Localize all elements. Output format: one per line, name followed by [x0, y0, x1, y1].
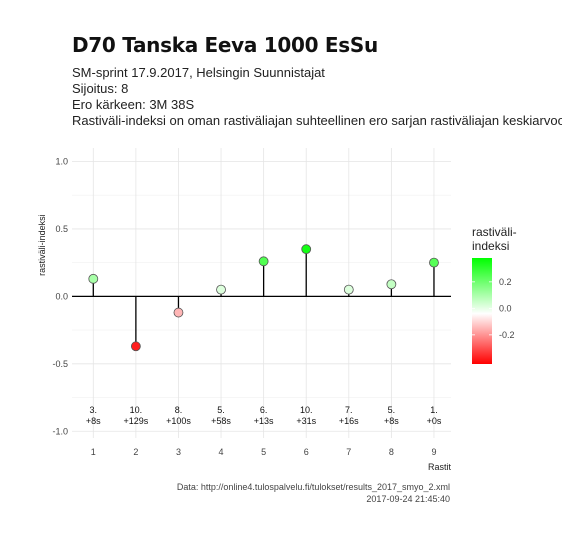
x-tick-label: 1	[91, 447, 96, 457]
data-point-8	[386, 279, 397, 290]
data-point-2	[130, 341, 141, 352]
data-point-6	[301, 244, 312, 255]
legend-title: rastiväli-	[472, 225, 517, 239]
point-label-rank-5: 6.	[260, 405, 268, 415]
point-label-time-2: +129s	[123, 416, 148, 426]
point-label-time-4: +58s	[211, 416, 231, 426]
y-tick-label: 0.5	[55, 224, 68, 234]
data-point-7	[343, 284, 354, 295]
point-label-time-3: +100s	[166, 416, 191, 426]
point-label-time-6: +31s	[296, 416, 316, 426]
subtitle-line-gap: Ero kärkeen: 3M 38S	[72, 97, 195, 112]
subtitle-line-description: Rastiväli-indeksi on oman rastiväliajan …	[72, 113, 562, 128]
y-tick-label: -0.5	[52, 359, 68, 369]
caption-source: Data: http://online4.tulospalvelu.fi/tul…	[176, 482, 450, 492]
x-tick-label: 5	[261, 447, 266, 457]
points	[88, 244, 439, 352]
point-label-time-5: +13s	[254, 416, 274, 426]
legend-tick-label: -0.2	[499, 330, 515, 340]
legend-title: indeksi	[472, 239, 509, 253]
x-tick-label: 6	[304, 447, 309, 457]
grid	[72, 148, 451, 438]
y-tick-label: 0.0	[55, 291, 68, 301]
point-label-rank-7: 7.	[345, 405, 353, 415]
x-tick-label: 9	[431, 447, 436, 457]
subtitle-line-event: SM-sprint 17.9.2017, Helsingin Suunnista…	[72, 65, 325, 80]
point-label-rank-3: 8.	[175, 405, 183, 415]
legend-tick-label: 0.0	[499, 303, 512, 313]
point-label-time-9: +0s	[427, 416, 442, 426]
point-label-rank-9: 1.	[430, 405, 438, 415]
point-label-rank-8: 5.	[388, 405, 396, 415]
x-axis-title: Rastit	[428, 462, 452, 472]
point-label-time-1: +8s	[86, 416, 101, 426]
point-label-rank-4: 5.	[217, 405, 225, 415]
caption-timestamp: 2017-09-24 21:45:40	[366, 494, 450, 504]
data-point-9	[429, 257, 439, 268]
x-tick-label: 2	[133, 447, 138, 457]
y-axis-title: rastiväli-indeksi	[37, 214, 47, 276]
x-tick-label: 3	[176, 447, 181, 457]
color-legend: rastiväli-indeksi 0.2 0.0 -0.2	[472, 225, 517, 364]
point-label-rank-2: 10.	[130, 405, 143, 415]
axes: 1.0 0.5 0.0 -0.5 -1.0 1 2 3 4 5 6 7 8 9 Rastit rastiväl…	[37, 156, 451, 472]
data-point-1	[88, 273, 99, 284]
point-label-time-7: +16s	[339, 416, 359, 426]
point-label-time-8: +8s	[384, 416, 399, 426]
data-point-3	[173, 307, 184, 318]
data-point-5	[258, 256, 269, 267]
x-tick-label: 4	[219, 447, 224, 457]
point-label-rank-1: 3.	[90, 405, 98, 415]
subtitle-line-placement: Sijoitus: 8	[72, 81, 129, 96]
legend-colorbar	[472, 258, 492, 364]
x-tick-label: 8	[389, 447, 394, 457]
chart-title: D70 Tanska Eeva 1000 EsSu	[72, 33, 378, 57]
chart-caption: Data: http://online4.tulospalvelu.fi/tul…	[177, 481, 450, 505]
chart-subtitle: SM-sprint 17.9.2017, Helsingin Suunnista…	[72, 65, 562, 129]
point-labels: 3.+8s10.+129s8.+100s5.+58s6.+13s10.+31s7…	[86, 405, 442, 426]
x-tick-label: 7	[346, 447, 351, 457]
y-tick-label: -1.0	[52, 426, 68, 436]
data-point-4	[216, 284, 226, 295]
legend-tick-label: 0.2	[499, 277, 512, 287]
point-label-rank-6: 10.	[300, 405, 313, 415]
y-tick-label: 1.0	[55, 156, 68, 166]
